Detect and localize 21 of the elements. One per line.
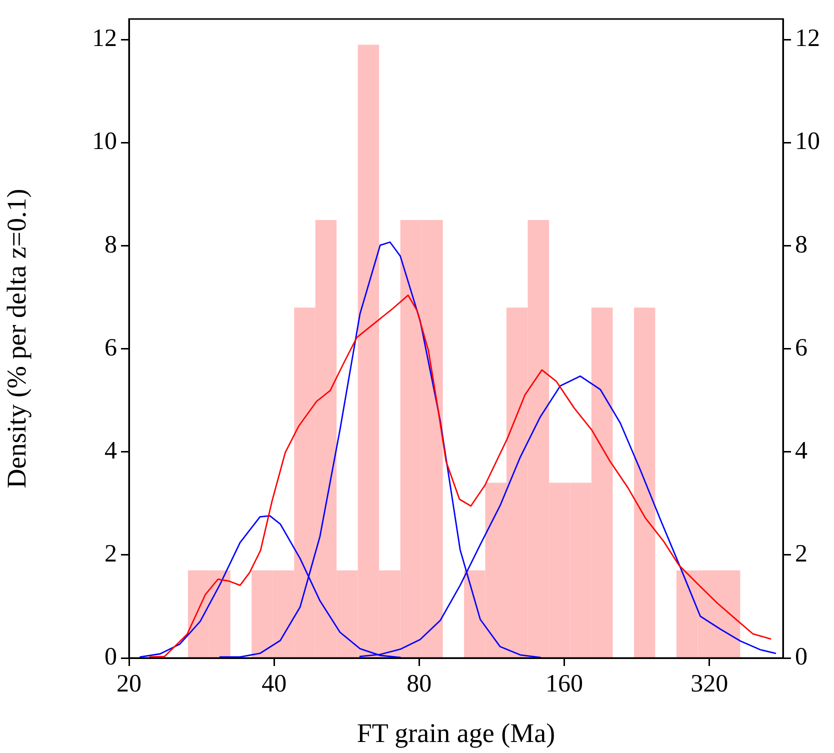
y-axis-title: Density (% per delta z=0.1) [1, 188, 32, 488]
x-axis-title: FT grain age (Ma) [356, 718, 556, 748]
y2-tick-label: 2 [795, 540, 808, 568]
y-tick-label: 12 [92, 25, 117, 52]
x-tick-label: 40 [262, 670, 287, 698]
y2-tick-label: 4 [795, 437, 808, 464]
y-tick-label: 4 [104, 437, 118, 464]
y-tick-label: 10 [92, 128, 117, 156]
y-tick-label: 2 [104, 540, 117, 568]
y2-tick-label: 12 [795, 25, 820, 52]
y2-tick-label: 10 [795, 128, 820, 156]
y2-tick-label: 6 [795, 334, 808, 362]
x-tick-label: 20 [116, 670, 142, 698]
x-tick-label: 160 [545, 670, 583, 698]
y2-tick-label: 0 [795, 644, 808, 671]
y-tick-label: 0 [104, 644, 117, 671]
y2-tick-label: 8 [795, 231, 808, 258]
x-tick-label: 320 [690, 670, 728, 698]
y-tick-label: 6 [104, 334, 117, 362]
x-tick-label: 80 [406, 670, 432, 698]
y-tick-label: 8 [104, 231, 117, 258]
